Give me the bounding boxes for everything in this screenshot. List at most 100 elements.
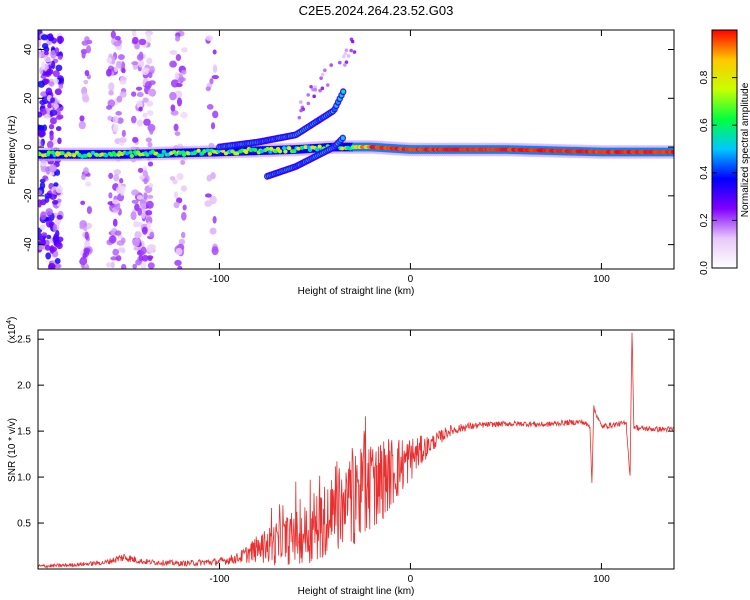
spectrogram-core — [292, 149, 297, 154]
spectrogram-speckle — [48, 36, 55, 41]
spectrogram-x-tick-label: -100 — [209, 274, 229, 285]
spectrogram-speckle — [212, 64, 218, 73]
spectrogram-speckle — [116, 240, 125, 246]
spectrogram-core — [94, 152, 100, 157]
spectrogram-speckle — [112, 124, 119, 133]
spectrogram-speckle — [57, 137, 62, 145]
spectrogram-speckle — [178, 77, 186, 82]
spectrogram-speckle — [83, 79, 89, 85]
spectrogram-speckle — [306, 101, 311, 106]
spectrogram-speckle — [79, 115, 85, 122]
spectrogram-speckle — [49, 109, 58, 116]
spectrogram-speckle — [344, 48, 349, 53]
spectrogram-speckle — [141, 226, 148, 235]
spectrogram-data — [38, 30, 674, 269]
spectrogram-speckle — [176, 197, 183, 204]
spectrogram-speckle — [313, 85, 318, 89]
spectrogram-speckle — [56, 214, 63, 220]
spectrogram-speckle — [138, 254, 144, 262]
spectrogram-speckle — [39, 238, 45, 244]
spectrogram-speckle — [110, 30, 116, 39]
spectrogram-speckle — [52, 199, 59, 205]
spectrogram-speckle — [130, 211, 137, 221]
spectrogram-speckle — [133, 220, 139, 228]
spectrogram-speckle — [121, 263, 127, 269]
spectrogram-core — [159, 153, 165, 158]
spectrogram-core — [113, 152, 118, 157]
spectrogram-speckle — [119, 76, 127, 83]
spectrogram-speckle — [84, 240, 91, 248]
spectrogram-speckle — [81, 40, 89, 46]
spectrogram-core — [303, 145, 309, 150]
spectrogram-speckle — [84, 70, 90, 77]
snr-panel: -100 0 100 0.5 1.0 1.5 2.0 2.5 Height of straig… — [6, 317, 675, 597]
spectrogram-speckle — [38, 80, 46, 88]
spectrogram-speckle — [116, 95, 123, 103]
spectrogram-speckle — [57, 55, 63, 60]
spectrogram-speckle — [329, 63, 334, 67]
spectrogram-core — [67, 152, 73, 157]
spectrogram-core — [277, 149, 283, 154]
spectrogram-speckle — [142, 112, 148, 118]
spectrogram-core — [307, 148, 313, 153]
spectrogram-speckle — [85, 222, 92, 230]
spectrogram-speckle — [41, 61, 46, 70]
spectrogram-speckle — [338, 60, 342, 65]
spectrogram-speckle — [136, 92, 144, 98]
spectrogram-speckle — [350, 39, 355, 44]
spectrogram-speckle — [142, 97, 149, 103]
spectrogram-speckle — [43, 78, 50, 85]
spectrogram-speckle — [56, 242, 63, 250]
spectrogram-speckle — [141, 67, 149, 76]
spectrogram-speckle — [320, 72, 325, 77]
spectrogram-speckle — [311, 87, 315, 92]
spectrogram-core — [90, 150, 96, 155]
spectrogram-speckle — [174, 131, 181, 137]
spectrogram-y-axis-label: Frequency (Hz) — [7, 116, 18, 185]
spectrogram-speckle — [212, 216, 217, 224]
spectrogram-speckle — [137, 167, 144, 173]
spectrogram-core — [259, 149, 265, 154]
spectrogram-speckle — [53, 182, 59, 187]
spectrogram-core — [60, 151, 65, 156]
spectrogram-speckle — [211, 74, 220, 80]
spectrogram-core — [46, 150, 52, 155]
spectrogram-speckle — [114, 35, 121, 41]
spectrogram-speckle — [48, 124, 55, 130]
colorbar-gradient — [712, 30, 737, 268]
spectrogram-speckle — [138, 106, 143, 112]
spectrogram-speckle — [134, 231, 142, 239]
spectrogram-speckle — [110, 55, 116, 65]
spectrogram-speckle — [49, 246, 58, 252]
spectrogram-speckle — [131, 36, 139, 45]
spectrogram-core — [161, 149, 167, 154]
snr-ticks: -100 0 100 0.5 1.0 1.5 2.0 2.5 — [17, 330, 674, 585]
spectrogram-speckle — [42, 175, 49, 180]
spectrogram-speckle — [145, 209, 153, 216]
spectrogram-speckle — [106, 262, 112, 268]
spectrogram-speckle — [349, 48, 353, 53]
spectrogram-speckle — [144, 81, 152, 90]
spectrogram-speckle — [41, 43, 49, 50]
spectrogram-speckle — [180, 111, 188, 119]
spectrogram-speckle — [318, 88, 322, 93]
spectrogram-speckle — [131, 189, 139, 196]
colorbar-tick-label: 0.2 — [699, 213, 710, 227]
colorbar-tick-label: 0.4 — [699, 165, 710, 179]
spectrogram-speckle — [38, 142, 41, 147]
spectrogram-core — [296, 146, 301, 151]
snr-x-tick-label: 0 — [408, 574, 414, 585]
spectrogram-speckle — [44, 56, 52, 63]
spectrogram-speckle — [146, 244, 155, 254]
spectrogram-speckle — [78, 120, 86, 130]
spectrogram-speckle — [138, 38, 147, 46]
spectrogram-y-tick-label: -20 — [23, 188, 34, 203]
spectrogram-speckle — [174, 259, 182, 266]
spectrogram-speckle — [40, 34, 49, 41]
spectrogram-speckle — [107, 115, 113, 121]
spectrogram-speckle — [131, 61, 139, 66]
spectrogram-x-tick-label: 100 — [593, 274, 610, 285]
spectrogram-speckle — [45, 87, 53, 97]
spectrogram-core — [38, 152, 42, 157]
spectrogram-speckle — [148, 183, 154, 188]
